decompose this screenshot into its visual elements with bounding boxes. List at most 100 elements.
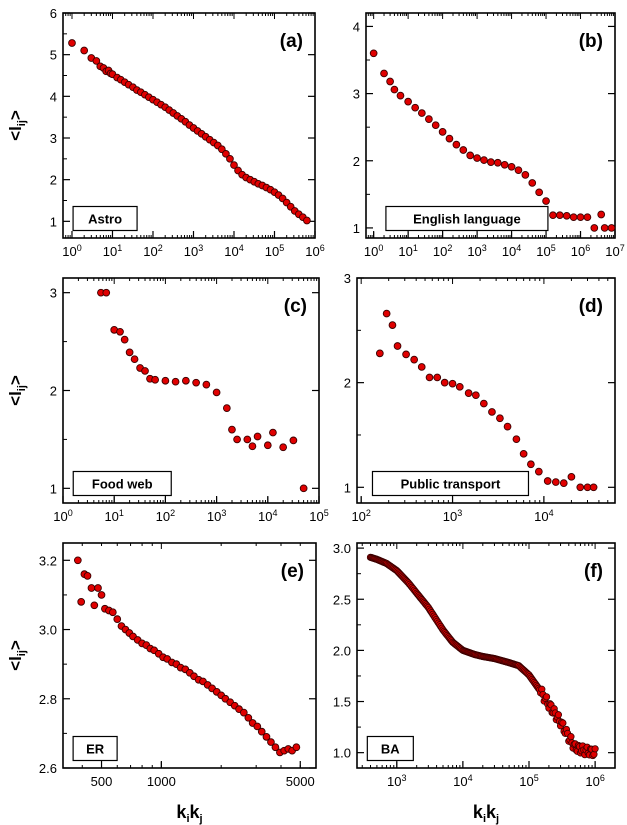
data-point (576, 213, 585, 222)
data-point (388, 321, 397, 329)
data-point (567, 733, 575, 741)
data-point (87, 584, 96, 592)
y-tick-label: 3 (353, 87, 360, 102)
x-tick-label: 105 (519, 773, 538, 789)
data-point (417, 109, 426, 117)
data-point (562, 211, 571, 220)
data-point (431, 121, 440, 130)
y-tick-label: 1 (353, 221, 360, 236)
data-point (528, 179, 537, 187)
data-point (226, 154, 234, 163)
dataset-label: Astro (88, 212, 122, 227)
data-point (382, 309, 391, 318)
y-tick-label: 1.5 (333, 695, 351, 710)
data-point (120, 335, 129, 344)
data-point (267, 738, 275, 746)
data-point (551, 478, 560, 486)
data-point (576, 483, 585, 492)
data-point (590, 224, 599, 232)
data-point (77, 597, 86, 606)
dataset-label-box (366, 735, 414, 762)
data-point (222, 404, 231, 412)
x-tick-label: 101 (104, 508, 123, 524)
data-point (500, 160, 509, 169)
x-tick-label: 104 (224, 243, 243, 259)
data-point (411, 103, 420, 112)
x-tick-label: 105 (309, 508, 328, 524)
data-point (591, 745, 599, 753)
y-tick-label: 1 (50, 481, 57, 496)
data-point (68, 39, 76, 47)
data-point (73, 556, 82, 565)
y-tick-label: 2.6 (39, 761, 57, 776)
x-tick-label: 104 (453, 773, 472, 789)
x-tick-label: 103 (467, 243, 486, 259)
y-axis-title: <lij> (6, 375, 28, 406)
y-tick-label: 6 (50, 6, 57, 21)
y-tick-label: 3.0 (333, 541, 351, 556)
dataset-label: English language (413, 212, 521, 227)
data-point (554, 711, 563, 719)
x-tick-label: 103 (387, 773, 406, 789)
data-point (396, 91, 405, 100)
data-point (125, 348, 134, 357)
x-axis-title: kikj (176, 802, 202, 825)
x-tick-label: 103 (207, 508, 226, 524)
dataset-label-box (72, 205, 138, 232)
data-point (244, 713, 253, 722)
data-point (202, 380, 211, 389)
y-tick-label: 2 (344, 376, 351, 391)
data-point (230, 161, 238, 169)
data-point (487, 158, 495, 166)
data-point (390, 85, 399, 94)
data-point (141, 367, 149, 375)
data-point (514, 166, 523, 175)
y-axis-title: <lij> (6, 110, 28, 141)
panel-f: 103 104 105 106 1.0 1.5 2.0 2.5 3.0 (f) BA kikj (333, 541, 616, 825)
data-point (569, 213, 578, 222)
data-point (597, 210, 606, 219)
y-tick-label: 1 (344, 480, 351, 495)
dataset-label: Food web (92, 477, 153, 492)
data-point (161, 376, 170, 385)
data-point (440, 378, 449, 387)
data-point (452, 140, 461, 149)
x-tick-label: 103 (443, 508, 462, 524)
x-tick-label: 1000 (147, 774, 176, 789)
data-point (402, 350, 410, 359)
data-point (393, 342, 402, 350)
data-point (404, 97, 412, 106)
data-point (292, 743, 301, 752)
data-point (425, 373, 434, 382)
dataset-label-box (385, 205, 549, 232)
plot-frame (356, 277, 616, 504)
panel-letter: (e) (281, 561, 304, 582)
x-tick-label: 100 (53, 508, 72, 524)
data-point (559, 719, 567, 727)
data-point (243, 435, 252, 444)
x-tick-label: 105 (536, 243, 555, 259)
panel-letter: (b) (579, 31, 603, 52)
data-point (182, 376, 190, 385)
panel-letter: (f) (584, 561, 603, 582)
y-tick-label: 1.0 (333, 746, 351, 761)
data-point (299, 484, 308, 493)
dataset-label-box (72, 470, 172, 497)
x-tick-label: 104 (502, 243, 521, 259)
panel-letter: (d) (579, 296, 603, 317)
data-point (600, 224, 609, 232)
data-point (559, 479, 568, 487)
data-point (479, 399, 488, 408)
data-point (369, 49, 378, 58)
data-point (543, 477, 552, 485)
data-point (116, 327, 124, 336)
data-point (567, 472, 576, 481)
data-point (464, 389, 473, 397)
data-point (519, 449, 528, 458)
data-point (410, 355, 419, 364)
plot-frame (62, 542, 317, 769)
y-tick-label: 3 (344, 271, 351, 286)
data-point (512, 435, 521, 444)
x-tick-label: 105 (265, 243, 284, 259)
